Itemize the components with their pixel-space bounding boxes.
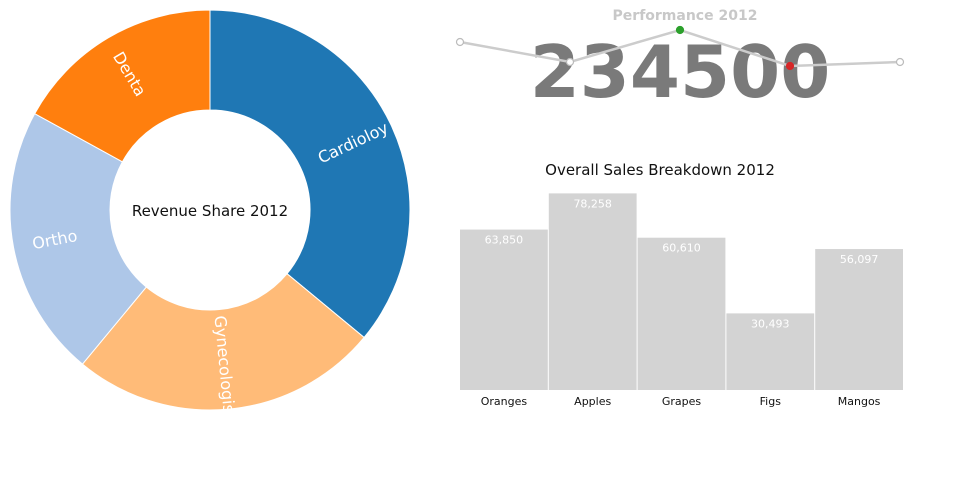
sparkline-min-point [785,61,795,71]
bar-category-label-grapes: Grapes [662,395,702,408]
bar-value-label-grapes: 60,610 [662,242,701,255]
bar-apples [548,193,637,390]
donut-slice-denta [34,9,211,163]
bar-chart-title: Overall Sales Breakdown 2012 [545,161,775,179]
performance-headline-value: 234500 [530,30,831,114]
bar-value-label-mangos: 56,097 [840,253,879,266]
sparkline-max-point [675,25,685,35]
performance-title: Performance 2012 [613,8,758,24]
sparkline-point [455,37,465,47]
bar-figs [726,313,815,390]
bar-category-label-figs: Figs [760,395,782,408]
donut-title: Revenue Share 2012 [132,202,288,220]
bar-value-label-apples: 78,258 [573,197,612,210]
donut-slice-cardioloy [209,9,411,339]
bar-grapes [637,237,726,390]
bar-mangos [815,249,903,390]
bar-value-label-oranges: 63,850 [485,234,524,247]
performance-sparkline: Performance 2012 234500 [455,8,905,114]
bar-oranges [460,229,548,390]
donut-slice-ortho [9,112,147,365]
bar-category-label-mangos: Mangos [838,395,881,408]
sparkline-point [565,57,575,67]
sparkline-point [895,57,905,67]
sales-bar-chart: Overall Sales Breakdown 2012 63,850 78,25… [460,161,903,408]
bar-category-label-apples: Apples [574,395,611,408]
bar-category-label-oranges: Oranges [481,395,528,408]
donut-slice-gynecologist [81,273,365,411]
bar-value-label-figs: 30,493 [751,317,790,330]
